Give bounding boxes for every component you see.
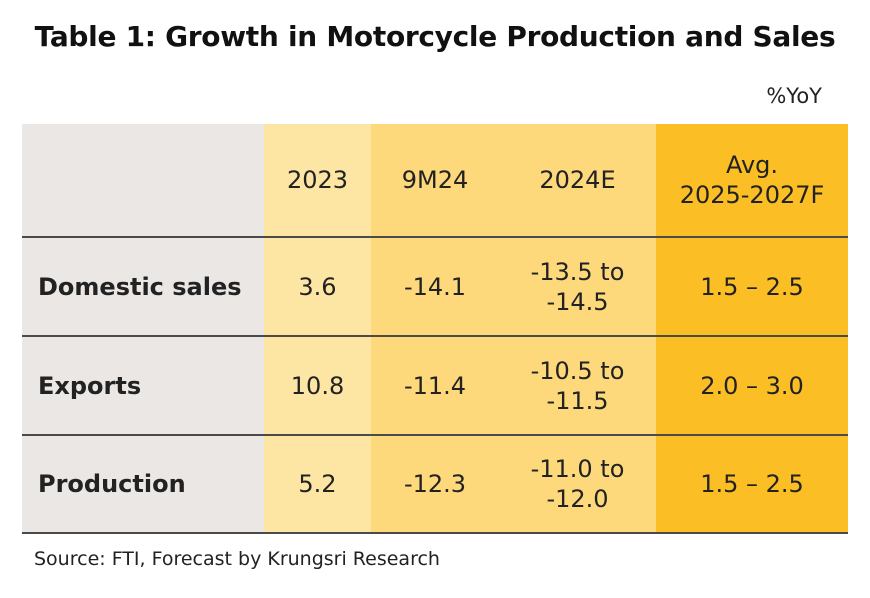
col-2024e-bg	[499, 124, 656, 534]
row-label-domestic-sales: Domestic sales	[38, 272, 242, 301]
col-2023-bg	[264, 124, 371, 534]
row-rule	[22, 335, 848, 337]
cell-exports-forecast: 2.0 – 3.0	[700, 371, 804, 400]
header-forecast: Avg. 2025-2027F	[679, 151, 825, 209]
cell-domestic-2023: 3.6	[298, 272, 337, 301]
cell-production-9m24: -12.3	[403, 470, 467, 498]
table-title: Table 1: Growth in Motorcycle Production…	[34, 20, 836, 53]
header-9m24: 9M24	[401, 166, 469, 194]
source-note: Source: FTI, Forecast by Krungsri Resear…	[34, 548, 440, 570]
row-label-production: Production	[38, 470, 186, 498]
cell-domestic-forecast: 1.5 – 2.5	[700, 272, 804, 301]
col-9m24-bg	[371, 124, 499, 534]
cell-production-2024e: -11.0 to -12.0	[530, 455, 625, 513]
row-label-exports: Exports	[38, 371, 142, 400]
table-bottom-rule	[22, 532, 848, 534]
label-column-bg	[22, 124, 264, 534]
header-2023: 2023	[286, 166, 349, 194]
row-rule	[22, 434, 848, 436]
header-rule	[22, 236, 848, 238]
unit-label: %YoY	[766, 84, 822, 108]
col-forecast-bg	[656, 124, 848, 534]
cell-production-forecast: 1.5 – 2.5	[700, 470, 804, 498]
cell-production-2023: 5.2	[298, 470, 337, 498]
header-2024e: 2024E	[539, 166, 616, 194]
cell-exports-9m24: -11.4	[403, 371, 467, 400]
cell-domestic-2024e: -13.5 to -14.5	[530, 257, 625, 316]
cell-exports-2023: 10.8	[290, 371, 345, 400]
cell-domestic-9m24: -14.1	[403, 272, 467, 301]
data-table: 2023 9M24 2024E Avg. 2025-2027F Domestic…	[22, 124, 848, 534]
cell-exports-2024e: -10.5 to -11.5	[530, 356, 625, 415]
